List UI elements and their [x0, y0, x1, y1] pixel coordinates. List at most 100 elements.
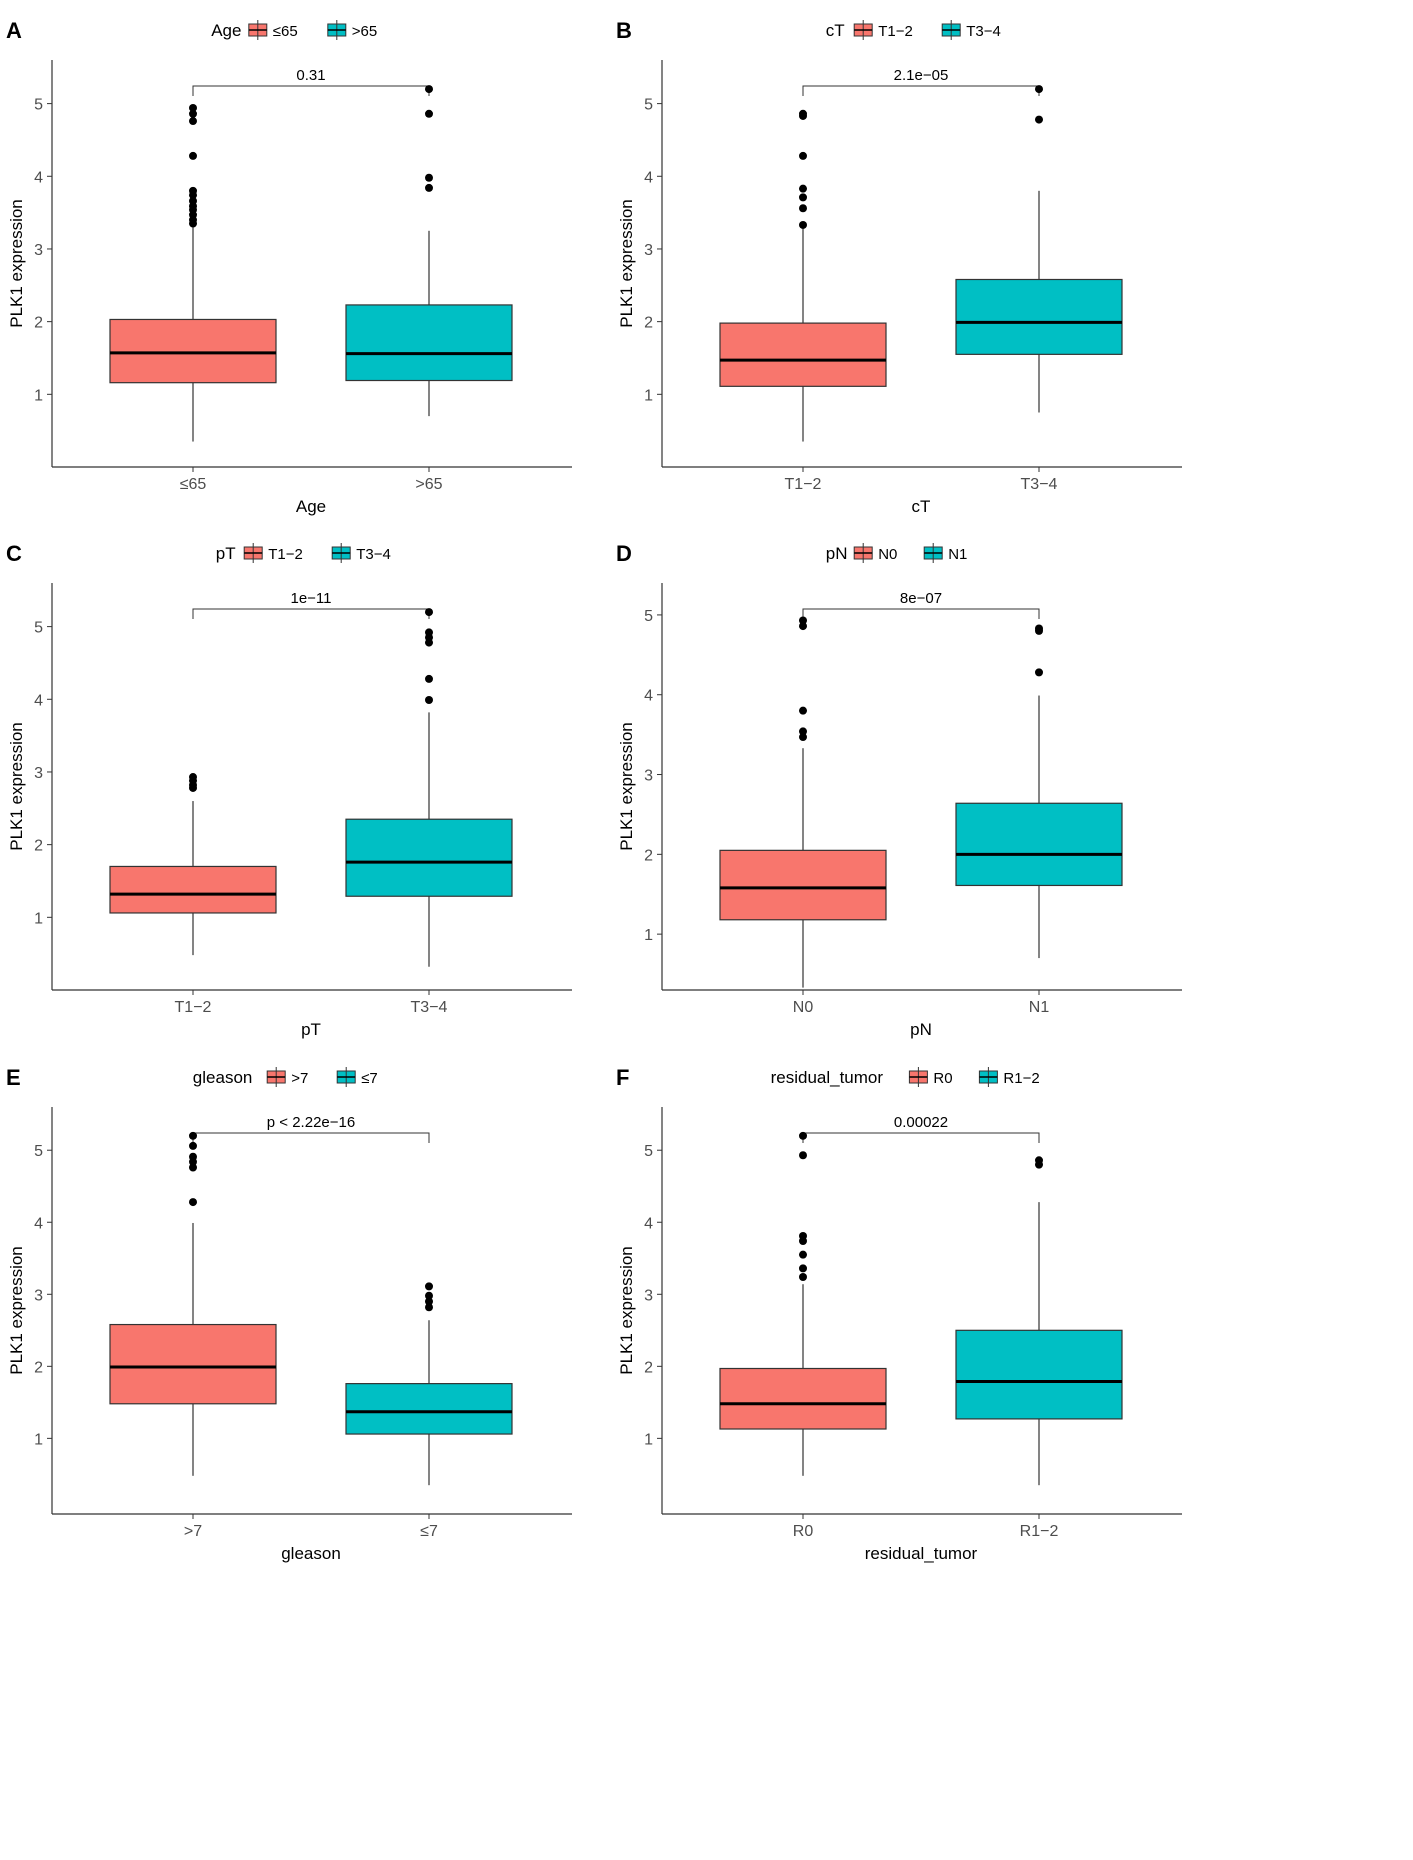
y-tick-label: 2 [34, 1359, 43, 1376]
outlier-point [189, 1141, 197, 1150]
x-tick-label: T3−4 [411, 999, 448, 1016]
box-iqr [719, 1367, 887, 1430]
panel-label: E [6, 1065, 21, 1090]
panel-label: D [616, 541, 632, 566]
legend-label-1: T1−2 [878, 23, 913, 40]
box-1 [109, 103, 277, 442]
box-iqr [345, 304, 513, 382]
y-tick-label: 3 [34, 242, 43, 259]
x-tick-label: T3−4 [1021, 476, 1058, 493]
outlier-point [799, 1273, 807, 1282]
legend-label-2: T3−4 [356, 546, 391, 563]
outlier-point [799, 184, 807, 193]
x-tick-label: T1−2 [175, 999, 212, 1016]
y-tick-label: 5 [644, 97, 653, 114]
outlier-point [1035, 668, 1043, 677]
box-iqr [109, 865, 277, 914]
outlier-point [799, 220, 807, 229]
panel-label: B [616, 18, 632, 43]
outlier-point [425, 1297, 433, 1306]
bracket-line [192, 85, 430, 96]
box-2 [955, 624, 1123, 959]
box-1 [109, 773, 277, 956]
y-tick-label: 1 [644, 927, 653, 944]
legend: residual_tumor R0 R1−2 [771, 1067, 1040, 1087]
y-tick-label: 3 [34, 765, 43, 782]
legend: pT T1−2 T3−4 [216, 543, 391, 563]
outlier-point [189, 186, 197, 195]
box-1 [109, 1131, 277, 1476]
box-iqr [955, 278, 1123, 355]
legend-title: residual_tumor [771, 1068, 884, 1087]
x-tick-label: ≤7 [420, 1523, 438, 1540]
bracket-line [802, 608, 1040, 619]
legend-title: pN [826, 544, 848, 563]
panel-label: A [6, 18, 22, 43]
y-tick-label: 5 [34, 97, 43, 114]
y-tick-label: 2 [644, 315, 653, 332]
significance-bracket: 1e−11 [192, 590, 430, 619]
bracket-line [192, 608, 430, 619]
outlier-point [189, 773, 197, 782]
outlier-point [799, 616, 807, 625]
outlier-point [189, 1198, 197, 1207]
x-axis-label: gleason [281, 1544, 341, 1563]
outlier-point [425, 628, 433, 637]
legend: gleason >7 ≤7 [193, 1067, 378, 1087]
y-tick-label: 3 [644, 768, 653, 785]
legend-label-2: T3−4 [966, 23, 1001, 40]
significance-bracket: 0.31 [192, 67, 430, 96]
y-axis-label: PLK1 expression [7, 1246, 26, 1375]
y-tick-label: 2 [644, 1359, 653, 1376]
x-tick-label: >65 [415, 476, 442, 493]
outlier-point [799, 1250, 807, 1259]
box-1 [719, 109, 887, 442]
x-tick-label: N0 [793, 999, 814, 1016]
panel-a: A Age ≤65 >65 1 2 3 4 5 PLK1 expression ≤65 >65 Age 0… [6, 18, 572, 516]
significance-bracket: 8e−07 [802, 590, 1040, 619]
outlier-point [425, 109, 433, 118]
outlier-point [425, 1291, 433, 1300]
box-iqr [345, 818, 513, 897]
box-iqr [109, 1323, 277, 1405]
y-tick-label: 4 [34, 692, 43, 709]
y-tick-label: 3 [644, 242, 653, 259]
y-tick-label: 5 [34, 620, 43, 637]
y-tick-label: 1 [644, 387, 653, 404]
x-tick-label: T1−2 [785, 476, 822, 493]
p-value-label: 8e−07 [900, 590, 942, 607]
y-tick-label: 5 [644, 608, 653, 625]
box-iqr [719, 322, 887, 387]
x-tick-label: N1 [1029, 999, 1050, 1016]
legend-label-1: T1−2 [268, 546, 303, 563]
x-axis-label: Age [296, 497, 326, 516]
p-value-label: p < 2.22e−16 [267, 1114, 355, 1131]
significance-bracket: 2.1e−05 [802, 67, 1040, 96]
y-tick-label: 4 [34, 169, 43, 186]
outlier-point [189, 196, 197, 205]
legend-title: gleason [193, 1068, 253, 1087]
outlier-point [189, 117, 197, 126]
box-1 [719, 616, 887, 988]
outlier-point [189, 1131, 197, 1140]
x-axis-label: cT [912, 497, 931, 516]
y-tick-label: 3 [34, 1287, 43, 1304]
p-value-label: 0.00022 [894, 1114, 948, 1131]
outlier-point [799, 622, 807, 631]
outlier-point [189, 1152, 197, 1161]
outlier-point [425, 1282, 433, 1291]
outlier-point [799, 733, 807, 742]
y-axis-label: PLK1 expression [7, 722, 26, 851]
outlier-point [1035, 115, 1043, 124]
x-tick-label: ≤65 [180, 476, 207, 493]
legend-label-2: R1−2 [1003, 1070, 1039, 1087]
legend-title: Age [211, 21, 241, 40]
p-value-label: 1e−11 [290, 590, 331, 607]
outlier-point [799, 1264, 807, 1273]
box-iqr [955, 1329, 1123, 1420]
outlier-point [425, 85, 433, 94]
outlier-point [425, 173, 433, 182]
box-1 [719, 1131, 887, 1476]
box-2 [345, 1282, 513, 1486]
